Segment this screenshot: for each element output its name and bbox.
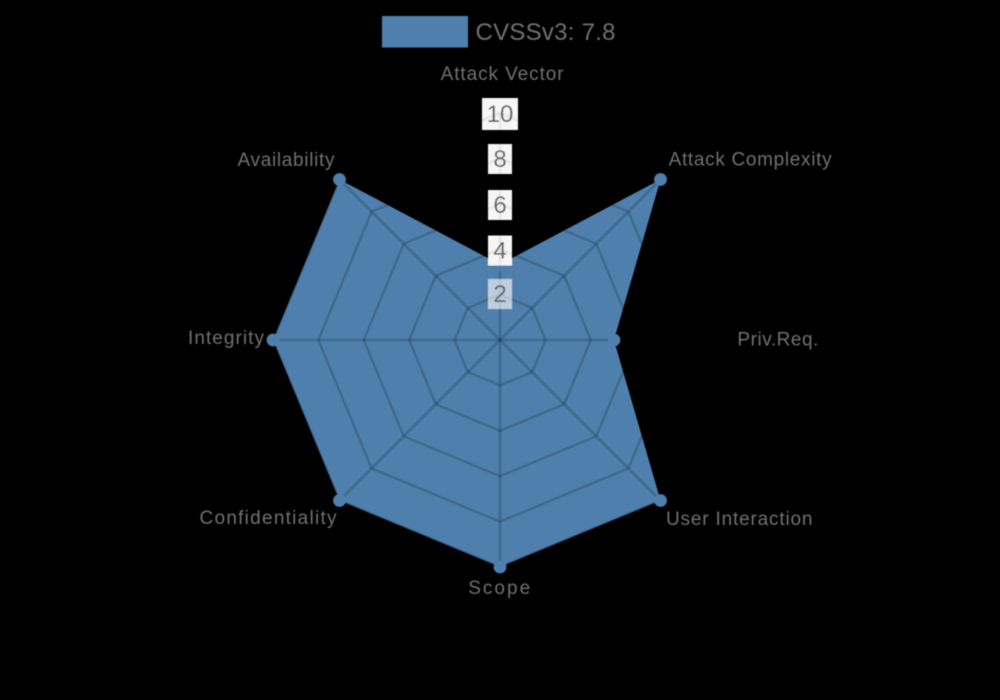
svg-text:Integrity: Integrity <box>188 328 265 349</box>
svg-text:Attack Complexity: Attack Complexity <box>669 150 833 171</box>
svg-text:Priv.Req.: Priv.Req. <box>737 330 818 351</box>
svg-text:Availability: Availability <box>238 150 336 171</box>
svg-text:6: 6 <box>493 192 506 219</box>
svg-text:10: 10 <box>487 101 514 128</box>
svg-text:Confidentiality: Confidentiality <box>200 508 338 529</box>
svg-text:8: 8 <box>493 146 506 173</box>
svg-text:Attack Vector: Attack Vector <box>441 64 565 85</box>
svg-text:User Interaction: User Interaction <box>666 509 813 530</box>
svg-text:CVSSv3: 7.8: CVSSv3: 7.8 <box>476 19 616 46</box>
svg-text:4: 4 <box>493 238 506 265</box>
svg-text:2: 2 <box>493 281 506 308</box>
svg-text:Scope: Scope <box>468 578 530 599</box>
